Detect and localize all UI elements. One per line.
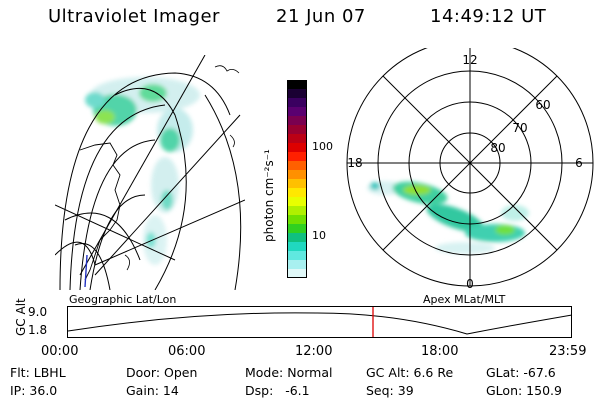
colorbar-swatch <box>287 233 307 243</box>
apex-label: Apex MLat/MLT <box>423 293 506 306</box>
glon-status: GLon: 150.9 <box>486 383 562 398</box>
colorbar-swatch <box>287 80 307 90</box>
colorbar-swatch <box>287 215 307 225</box>
colorbar-gradient <box>287 80 307 279</box>
colorbar-swatch <box>287 251 307 261</box>
colorbar-swatch <box>287 197 307 207</box>
colorbar-swatch <box>287 269 307 279</box>
mlt-label-12: 12 <box>462 53 477 67</box>
lat-label-80: 80 <box>490 141 505 155</box>
colorbar-swatch <box>287 206 307 216</box>
geographic-label: Geographic Lat/Lon <box>69 293 177 306</box>
colorbar-swatch <box>287 116 307 126</box>
filter-status: Flt: LBHL <box>10 365 66 380</box>
colorbar-border <box>287 80 307 278</box>
colorbar-swatch <box>287 161 307 171</box>
glat-status: GLat: -67.6 <box>486 365 556 380</box>
alt-tick-low: 1.8 <box>28 323 48 337</box>
colorbar <box>287 80 307 279</box>
time-label: 14:49:12 UT <box>430 6 547 27</box>
colorbar-swatch <box>287 125 307 135</box>
instrument-title: Ultraviolet Imager <box>48 6 220 27</box>
mlt-label-18: 18 <box>347 156 362 170</box>
colorbar-swatch <box>287 89 307 99</box>
lat-label-70: 70 <box>512 121 527 135</box>
time-tick-0000: 00:00 <box>41 344 79 359</box>
colorbar-swatch <box>287 107 307 117</box>
colorbar-swatch <box>287 260 307 270</box>
colorbar-swatch <box>287 170 307 180</box>
altitude-timeline-plot <box>67 306 573 338</box>
colorbar-unit-label: photon cm⁻²s⁻¹ <box>262 149 276 242</box>
gc-alt-status: GC Alt: 6.6 Re <box>366 365 454 380</box>
alt-tick-high: 9.0 <box>28 305 48 319</box>
time-tick-1800: 18:00 <box>421 344 459 359</box>
lat-label-60: 60 <box>535 98 550 112</box>
time-tick-1200: 12:00 <box>295 344 333 359</box>
colorbar-swatch <box>287 143 307 153</box>
colorbar-swatch <box>287 242 307 252</box>
coastline-outline <box>79 142 121 281</box>
mlt-label-6: 6 <box>575 156 583 170</box>
colorbar-swatch <box>287 179 307 189</box>
dsp-status: Dsp: -6.1 <box>245 383 310 398</box>
colorbar-tick-100: 100 <box>312 140 333 153</box>
colorbar-tick-10: 10 <box>312 229 326 242</box>
gain-status: Gain: 14 <box>126 383 179 398</box>
satellite-track <box>84 254 88 288</box>
geographic-image-panel <box>55 55 245 290</box>
ip-status: IP: 36.0 <box>10 383 58 398</box>
seq-status: Seq: 39 <box>366 383 414 398</box>
polar-mlt-plot: 12 6 18 0 60 70 80 <box>346 48 594 291</box>
colorbar-swatch <box>287 134 307 144</box>
colorbar-swatch <box>287 98 307 108</box>
altitude-axis-label: GC Alt <box>14 298 28 336</box>
time-tick-0600: 06:00 <box>168 344 206 359</box>
time-tick-2359: 23:59 <box>549 344 587 359</box>
colorbar-swatch <box>287 224 307 234</box>
colorbar-swatch <box>287 188 307 198</box>
door-status: Door: Open <box>126 365 198 380</box>
colorbar-swatch <box>287 152 307 162</box>
mlt-label-0: 0 <box>466 277 474 291</box>
altitude-curve <box>67 312 573 335</box>
date-label: 21 Jun 07 <box>276 6 366 27</box>
mode-status: Mode: Normal <box>245 365 333 380</box>
